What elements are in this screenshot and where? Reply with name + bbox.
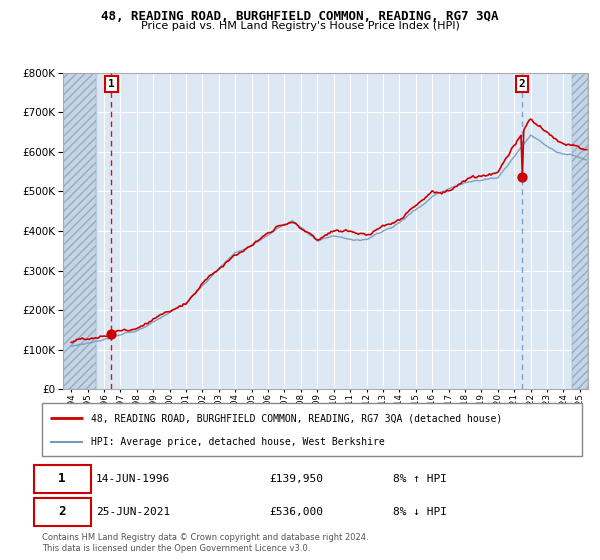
Text: £139,950: £139,950	[269, 474, 323, 484]
Bar	[572, 73, 588, 389]
Text: 25-JUN-2021: 25-JUN-2021	[96, 507, 170, 517]
Text: 1: 1	[108, 79, 115, 89]
Text: Contains HM Land Registry data © Crown copyright and database right 2024.
This d: Contains HM Land Registry data © Crown c…	[42, 533, 368, 553]
Text: Price paid vs. HM Land Registry's House Price Index (HPI): Price paid vs. HM Land Registry's House …	[140, 21, 460, 31]
Text: £536,000: £536,000	[269, 507, 323, 517]
Text: 48, READING ROAD, BURGHFIELD COMMON, READING, RG7 3QA (detached house): 48, READING ROAD, BURGHFIELD COMMON, REA…	[91, 413, 502, 423]
Text: 1: 1	[58, 472, 66, 486]
Text: 8% ↓ HPI: 8% ↓ HPI	[393, 507, 447, 517]
Text: 2: 2	[518, 79, 526, 89]
Text: 8% ↑ HPI: 8% ↑ HPI	[393, 474, 447, 484]
FancyBboxPatch shape	[34, 465, 91, 493]
Text: HPI: Average price, detached house, West Berkshire: HPI: Average price, detached house, West…	[91, 436, 385, 446]
FancyBboxPatch shape	[42, 403, 582, 456]
Bar	[63, 73, 96, 389]
Point	[517, 172, 527, 181]
FancyBboxPatch shape	[34, 498, 91, 526]
Text: 14-JUN-1996: 14-JUN-1996	[96, 474, 170, 484]
Bar	[63, 73, 96, 389]
Bar	[572, 73, 588, 389]
Text: 48, READING ROAD, BURGHFIELD COMMON, READING, RG7 3QA: 48, READING ROAD, BURGHFIELD COMMON, REA…	[101, 10, 499, 23]
Point	[107, 329, 116, 338]
Text: 2: 2	[58, 505, 66, 518]
